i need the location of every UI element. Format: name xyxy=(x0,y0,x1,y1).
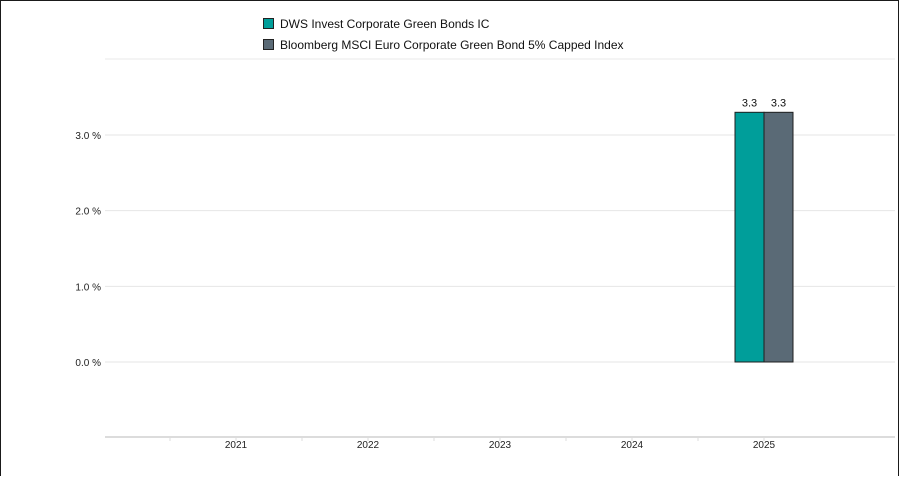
x-tick-label: 2022 xyxy=(357,440,380,451)
data-label: 3.3 xyxy=(742,97,757,109)
x-tick-label: 2025 xyxy=(753,440,776,451)
bar xyxy=(763,111,794,363)
x-tick-label: 2021 xyxy=(225,440,248,451)
y-tick-label: 3.0 % xyxy=(75,131,101,142)
legend-item-fund[interactable]: DWS Invest Corporate Green Bonds IC xyxy=(263,13,624,34)
legend-swatch-fund xyxy=(263,18,274,29)
chart-legend: DWS Invest Corporate Green Bonds IC Bloo… xyxy=(263,13,624,55)
y-tick-label: 0.0 % xyxy=(75,358,101,369)
legend-label-fund: DWS Invest Corporate Green Bonds IC xyxy=(280,16,490,31)
data-label: 3.3 xyxy=(771,97,786,109)
x-tick-label: 2023 xyxy=(489,440,512,451)
legend-label-index: Bloomberg MSCI Euro Corporate Green Bond… xyxy=(280,37,624,52)
y-tick-label: 1.0 % xyxy=(75,282,101,293)
y-tick-label: 2.0 % xyxy=(75,207,101,218)
x-tick-label: 2024 xyxy=(621,440,644,451)
bar xyxy=(734,111,765,363)
legend-swatch-index xyxy=(263,39,274,50)
legend-item-index[interactable]: Bloomberg MSCI Euro Corporate Green Bond… xyxy=(263,34,624,55)
